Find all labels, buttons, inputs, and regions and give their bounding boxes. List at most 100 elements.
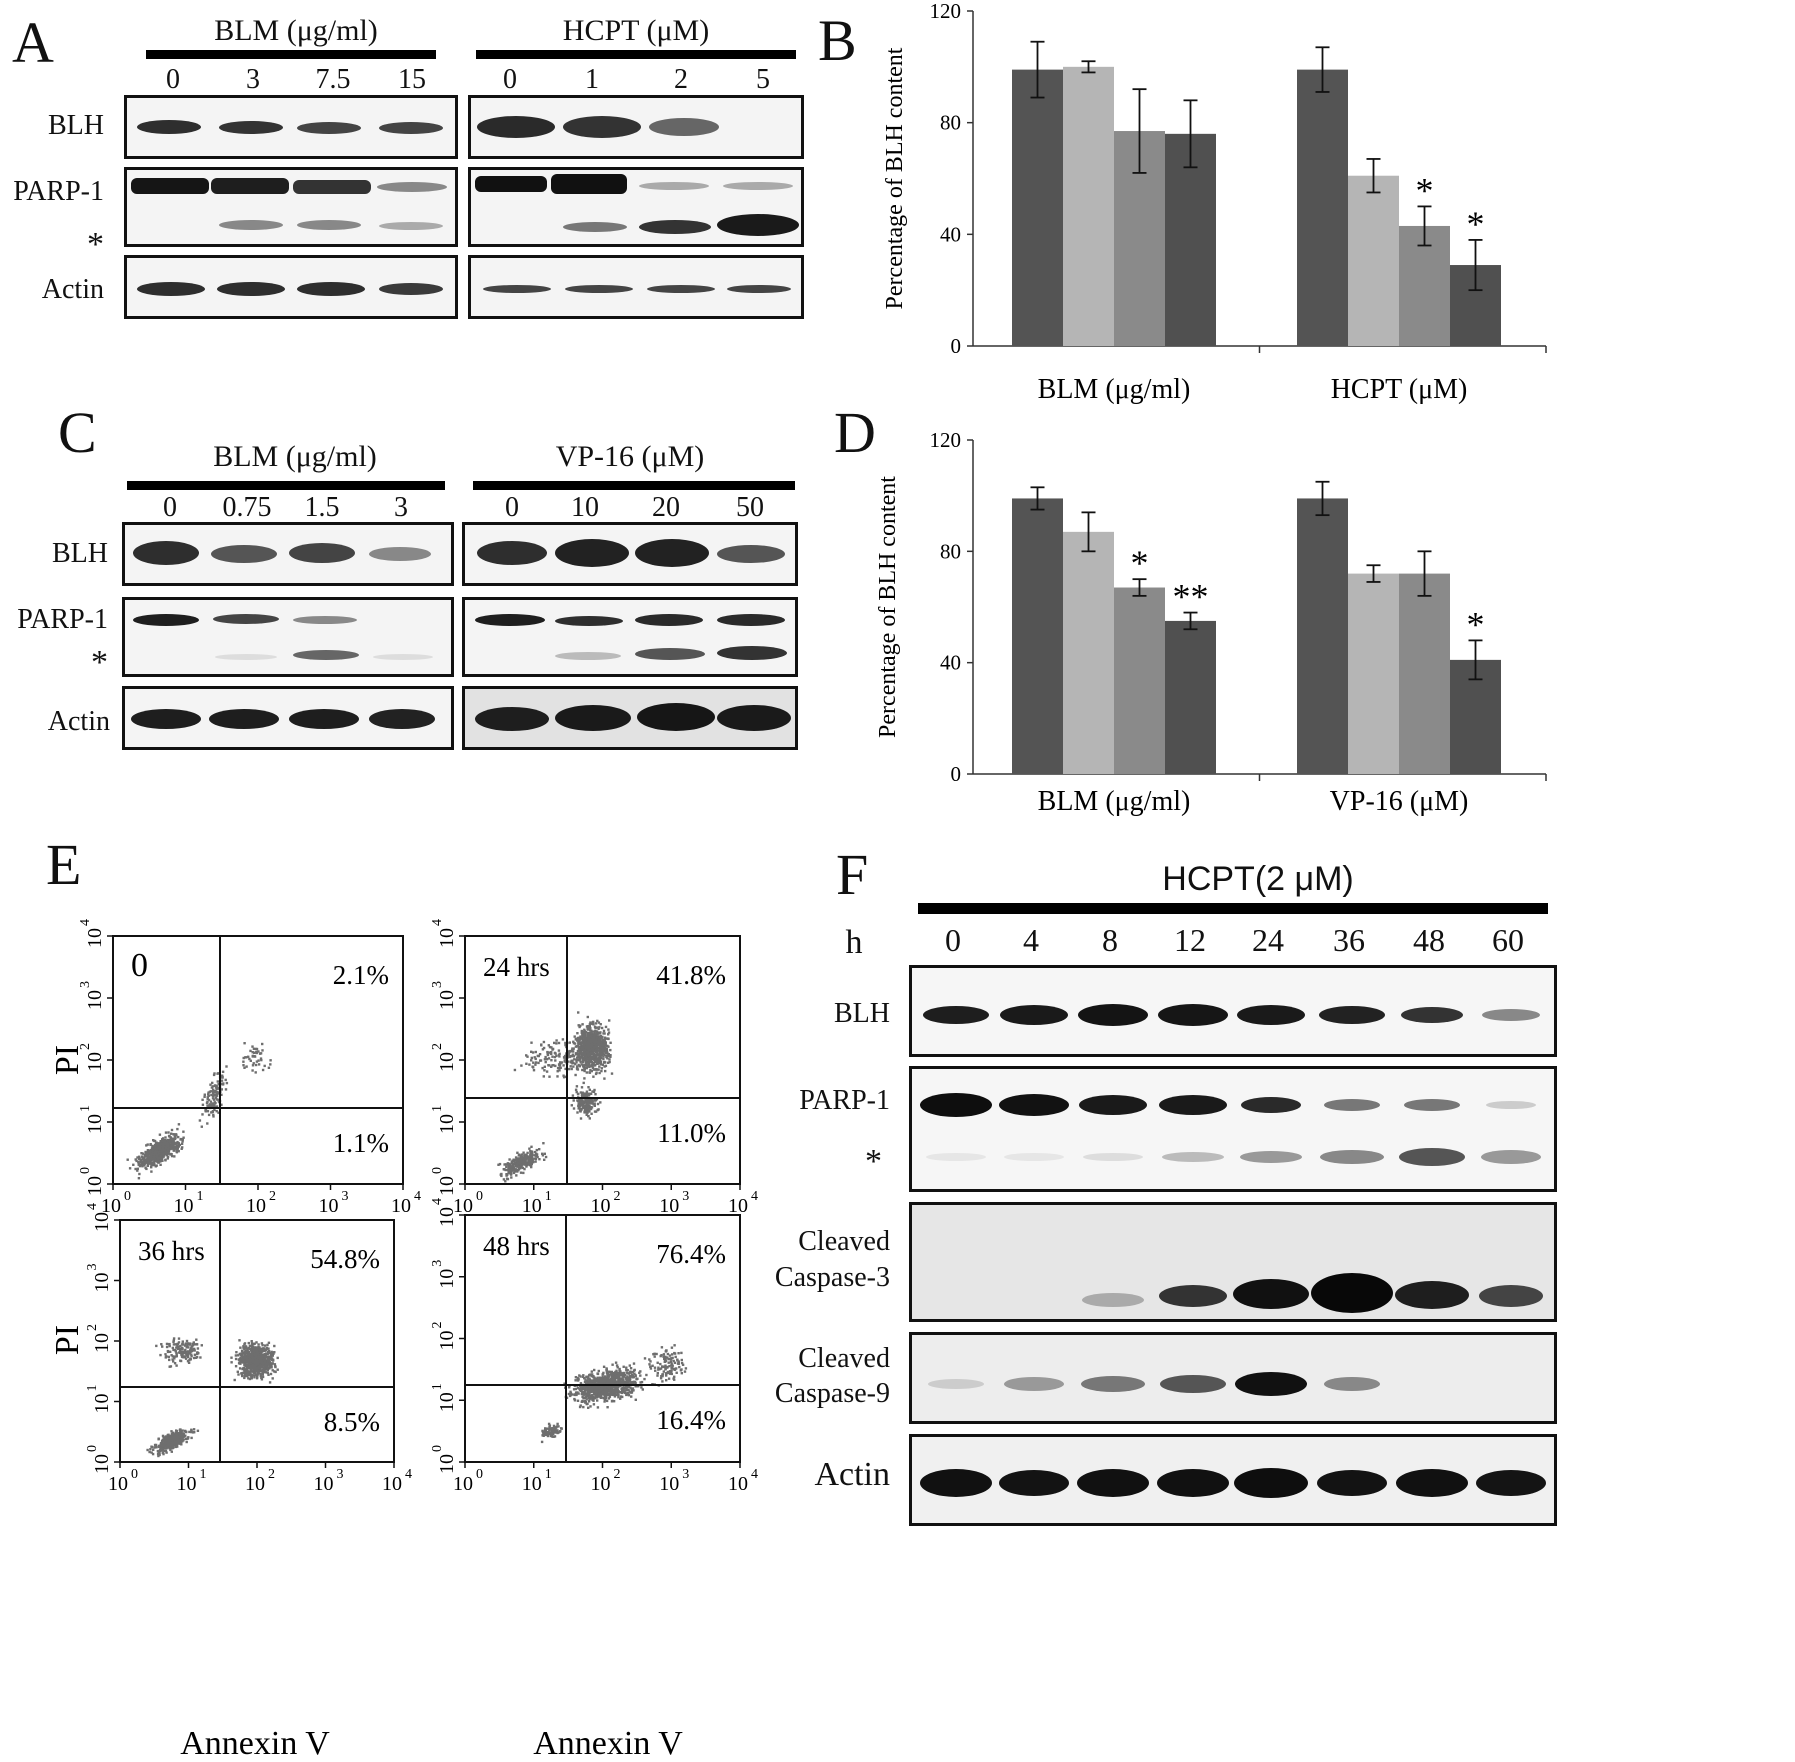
scatter-point bbox=[248, 1344, 252, 1348]
scatter-point bbox=[603, 1397, 606, 1400]
scatter-point bbox=[633, 1372, 636, 1375]
scatter-point bbox=[195, 1356, 199, 1359]
scatter-point bbox=[179, 1433, 182, 1437]
scatter-point bbox=[670, 1369, 673, 1372]
scatter-point bbox=[609, 1048, 612, 1052]
scatter-point bbox=[162, 1436, 165, 1439]
scatter-point bbox=[175, 1364, 178, 1367]
scatter-point bbox=[545, 1431, 548, 1434]
scatter-point bbox=[183, 1344, 187, 1347]
scatter-point bbox=[589, 1397, 593, 1400]
scatter-point bbox=[577, 1047, 581, 1050]
scatter-point bbox=[584, 1389, 587, 1392]
scatter-point bbox=[261, 1042, 264, 1046]
significance-mark: * bbox=[1131, 543, 1149, 583]
x-tick-exp: 3 bbox=[682, 1189, 689, 1204]
scatter-point bbox=[665, 1374, 668, 1377]
scatter-point bbox=[612, 1400, 616, 1403]
scatter-point bbox=[193, 1347, 196, 1351]
scatter-point bbox=[617, 1377, 620, 1381]
scatter-point bbox=[638, 1371, 641, 1374]
scatter-point bbox=[583, 1042, 586, 1046]
scatter-point bbox=[185, 1440, 188, 1444]
scatter-point bbox=[597, 1057, 600, 1060]
scatter-point bbox=[250, 1344, 253, 1348]
scatter-point bbox=[214, 1089, 217, 1093]
scatter-point bbox=[189, 1358, 192, 1361]
scatter-point bbox=[530, 1145, 533, 1148]
scatter-point bbox=[601, 1375, 604, 1378]
y-tick-label: 10 bbox=[91, 1454, 113, 1474]
scatter-point bbox=[614, 1370, 617, 1374]
scatter-point bbox=[598, 1382, 601, 1385]
scatter-point bbox=[542, 1075, 545, 1078]
upper-right-percent: 76.4% bbox=[656, 1239, 726, 1269]
scatter-point bbox=[587, 1086, 590, 1089]
scatter-point bbox=[185, 1352, 188, 1356]
scatter-point bbox=[212, 1089, 215, 1093]
scatter-point bbox=[597, 1378, 600, 1381]
scatter-point bbox=[657, 1366, 660, 1369]
scatter-point bbox=[611, 1381, 614, 1385]
scatter-point bbox=[153, 1148, 156, 1151]
scatter-point bbox=[265, 1371, 268, 1374]
panel-c-lane: 1.5 bbox=[304, 492, 340, 523]
scatter-point bbox=[274, 1370, 277, 1374]
scatter-point bbox=[170, 1433, 173, 1436]
scatter-point bbox=[640, 1386, 643, 1389]
scatter-point bbox=[577, 1038, 580, 1042]
scatter-point bbox=[176, 1437, 179, 1440]
scatter-point bbox=[598, 1386, 601, 1389]
scatter-point bbox=[531, 1160, 534, 1164]
scatter-point bbox=[246, 1356, 249, 1359]
scatter-point bbox=[589, 1022, 592, 1025]
scatter-point bbox=[191, 1343, 195, 1347]
scatter-point bbox=[268, 1381, 272, 1384]
scatter-point bbox=[168, 1444, 171, 1447]
blot-band bbox=[1159, 1095, 1227, 1115]
scatter-point bbox=[141, 1152, 145, 1155]
scatter-point bbox=[553, 1427, 557, 1431]
scatter-point bbox=[601, 1380, 604, 1384]
scatter-point bbox=[627, 1380, 630, 1383]
scatter-point bbox=[262, 1349, 265, 1352]
scatter-point bbox=[551, 1064, 554, 1067]
scatter-point bbox=[591, 1387, 594, 1390]
scatter-point bbox=[225, 1065, 228, 1068]
scatter-point bbox=[612, 1392, 615, 1395]
panel-c-blot-actin-left bbox=[122, 686, 454, 750]
scatter-point bbox=[594, 1027, 597, 1030]
scatter-point bbox=[177, 1145, 180, 1148]
scatter-point bbox=[255, 1348, 259, 1352]
plot-frame bbox=[464, 1214, 741, 1463]
x-tick-label: 10 bbox=[314, 1473, 334, 1495]
scatter-point bbox=[254, 1071, 257, 1074]
scatter-point bbox=[132, 1163, 135, 1166]
scatter-point bbox=[190, 1430, 193, 1434]
scatter-point bbox=[215, 1098, 219, 1101]
scatter-point bbox=[575, 1058, 578, 1061]
scatter-point bbox=[230, 1361, 233, 1364]
scatter-point bbox=[596, 1102, 600, 1106]
scatter-point bbox=[573, 1393, 576, 1397]
scatter-point bbox=[153, 1144, 157, 1147]
scatter-point bbox=[666, 1352, 670, 1356]
scatter-point bbox=[157, 1153, 160, 1156]
scatter-point bbox=[681, 1363, 685, 1366]
scatter-point bbox=[217, 1091, 220, 1094]
scatter-point bbox=[580, 1108, 583, 1111]
scatter-point bbox=[177, 1135, 180, 1139]
scatter-point bbox=[180, 1138, 183, 1141]
scatter-point bbox=[181, 1352, 185, 1355]
bar bbox=[1063, 66, 1114, 346]
scatter-point bbox=[581, 1034, 585, 1038]
scatter-point bbox=[616, 1393, 619, 1397]
scatter-point bbox=[175, 1355, 178, 1358]
scatter-point bbox=[234, 1365, 238, 1368]
scatter-point bbox=[667, 1361, 670, 1364]
scatter-point bbox=[522, 1157, 525, 1160]
scatter-point bbox=[503, 1163, 506, 1166]
scatter-point bbox=[254, 1354, 257, 1357]
blot-band bbox=[1240, 1151, 1302, 1163]
scatter-point bbox=[169, 1350, 172, 1353]
